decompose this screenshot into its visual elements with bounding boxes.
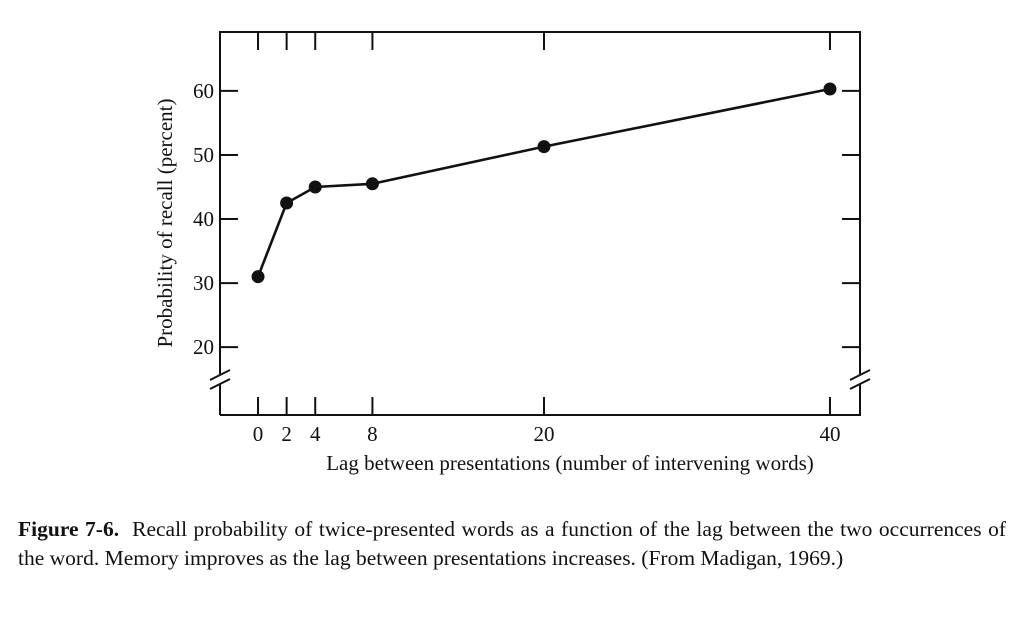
- y-tick-label: 40: [193, 207, 214, 231]
- x-tick-label: 8: [367, 422, 378, 446]
- data-point: [365, 177, 379, 191]
- data-point: [308, 180, 322, 194]
- chart: Probability of recall (percent) Lag betw…: [153, 31, 872, 475]
- y-axis-label: Probability of recall (percent): [153, 99, 177, 348]
- frame: [219, 31, 861, 416]
- caption-label: Figure 7-6.: [18, 517, 120, 541]
- x-tick-label: 4: [310, 422, 321, 446]
- y-tick-label: 50: [193, 143, 214, 167]
- data-point: [280, 196, 294, 210]
- x-tick-label: 20: [534, 422, 555, 446]
- y-tick-label: 20: [193, 335, 214, 359]
- x-axis-label: Lag between presentations (number of int…: [326, 451, 814, 475]
- data-point: [823, 82, 837, 96]
- data-point: [537, 140, 551, 154]
- y-tick-label: 60: [193, 79, 214, 103]
- caption: Figure 7-6. Recall probability of twice-…: [18, 515, 1006, 573]
- axis-break: [208, 369, 872, 390]
- x-tick-label: 40: [819, 422, 840, 446]
- data-point: [251, 270, 265, 284]
- x-tick-label: 0: [253, 422, 264, 446]
- y-tick-label: 30: [193, 271, 214, 295]
- caption-text: Recall probability of twice-presented wo…: [18, 517, 1007, 570]
- data-line: [256, 87, 831, 278]
- x-tick-label: 2: [281, 422, 292, 446]
